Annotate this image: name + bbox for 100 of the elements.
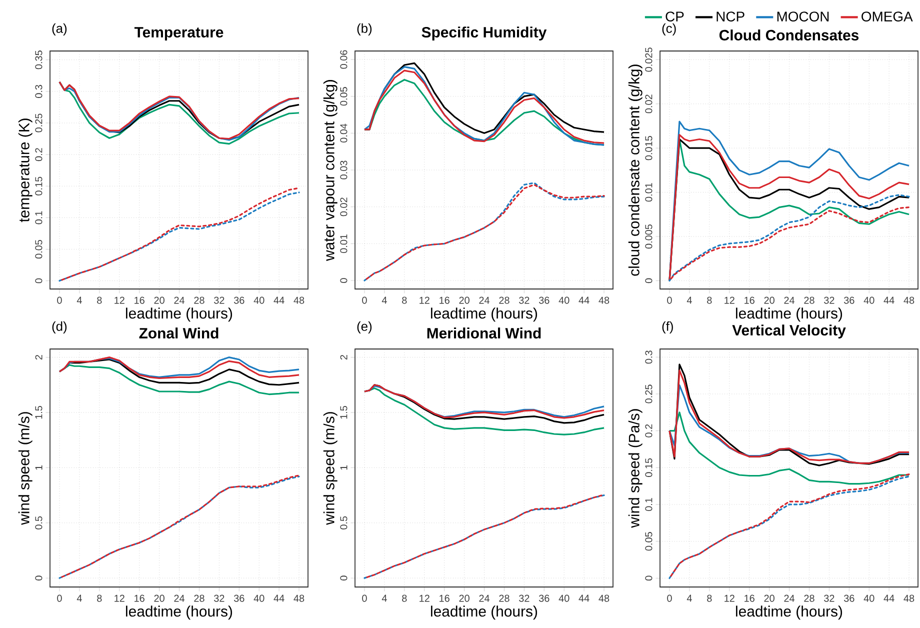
- y-tick-label: 1.5: [35, 406, 42, 419]
- x-tick-label: 24: [479, 296, 490, 304]
- y-tick-label: 0.02: [340, 198, 348, 216]
- chart-title: Cloud Condensates: [719, 30, 859, 40]
- x-tick-label: 8: [707, 296, 712, 304]
- x-tick-label: 8: [707, 594, 712, 602]
- x-tick-label: 0: [362, 296, 367, 304]
- x-tick-label: 24: [479, 594, 490, 602]
- chart-title: Meridional Wind: [427, 328, 541, 339]
- chart-title: Zonal Wind: [139, 328, 218, 339]
- x-tick-label: 24: [784, 594, 795, 602]
- x-tick-label: 32: [214, 594, 224, 602]
- x-tick-label: 20: [154, 296, 164, 304]
- y-tick-label: 0: [340, 278, 348, 283]
- x-tick-label: 28: [804, 296, 814, 304]
- y-tick-label: 0.15: [645, 458, 652, 477]
- x-tick-label: 4: [76, 594, 82, 602]
- x-tick-label: 24: [174, 296, 184, 304]
- y-axis-title: water vapour content (g/kg): [323, 80, 338, 261]
- legend-label: MOCON: [777, 12, 829, 22]
- text: (c): [662, 23, 676, 36]
- x-tick-label: 48: [904, 296, 914, 304]
- y-tick-label: 0.04: [340, 124, 348, 142]
- y-tick-label: 0.01: [645, 183, 652, 202]
- x-tick-label: 4: [686, 594, 692, 602]
- y-axis-title: temperature (K): [18, 118, 32, 222]
- x-tick-label: 4: [382, 296, 387, 304]
- x-tick-label: 40: [864, 296, 874, 304]
- x-tick-label: 28: [804, 594, 814, 602]
- y-tick-label: 0.025: [645, 48, 652, 72]
- y-tick-label: 0.35: [35, 50, 42, 70]
- y-tick-label: 0.3: [645, 350, 652, 364]
- legend-label: NCP: [716, 12, 744, 22]
- y-tick-label: 1.5: [340, 406, 348, 419]
- x-axis-title: leadtime (hours): [126, 606, 232, 620]
- x-tick-label: 44: [274, 296, 284, 304]
- x-tick-label: 44: [884, 296, 894, 304]
- x-tick-label: 12: [420, 296, 430, 304]
- x-tick-label: 32: [214, 296, 224, 304]
- x-tick-label: 40: [254, 296, 264, 304]
- y-axis-title: cloud condensate content (g/kg): [628, 64, 642, 276]
- x-tick-label: 36: [844, 594, 854, 602]
- y-axis-title: wind speed (Pa/s): [628, 409, 642, 528]
- chart-title: Vertical Velocity: [732, 324, 846, 338]
- x-tick-label: 32: [824, 296, 834, 304]
- chart-title: Temperature: [134, 27, 224, 40]
- x-tick-label: 4: [76, 296, 82, 304]
- x-tick-label: 4: [686, 296, 692, 304]
- x-tick-label: 20: [459, 296, 470, 304]
- text: (f): [662, 321, 673, 334]
- x-tick-label: 36: [234, 296, 244, 304]
- y-tick-label: 0.15: [35, 176, 42, 196]
- y-tick-label: 0.25: [35, 114, 42, 132]
- x-tick-label: 32: [824, 594, 834, 602]
- x-tick-label: 36: [234, 594, 244, 602]
- x-tick-label: 16: [744, 594, 754, 602]
- x-tick-label: 28: [194, 296, 204, 304]
- y-tick-label: 0.1: [645, 498, 652, 512]
- x-tick-label: 0: [57, 296, 62, 304]
- x-tick-label: 12: [114, 296, 124, 304]
- text: (e): [357, 321, 372, 334]
- chart-title: Specific Humidity: [422, 26, 547, 40]
- y-tick-label: 0.05: [340, 87, 348, 106]
- y-tick-label: 0.015: [645, 136, 652, 160]
- text: (b): [357, 23, 372, 36]
- x-tick-label: 8: [402, 594, 407, 602]
- x-tick-label: 20: [459, 594, 470, 602]
- x-tick-label: 44: [274, 594, 284, 602]
- x-tick-label: 20: [154, 594, 164, 602]
- y-tick-label: 1: [340, 465, 348, 470]
- y-tick-label: 0: [35, 576, 42, 580]
- text: (d): [52, 321, 67, 334]
- y-tick-label: 0: [340, 576, 348, 580]
- x-tick-label: 24: [784, 296, 795, 304]
- x-tick-label: 16: [134, 594, 144, 602]
- y-tick-label: 0: [645, 576, 652, 581]
- x-tick-label: 8: [97, 296, 102, 304]
- y-tick-label: 0.1: [35, 211, 42, 224]
- x-tick-label: 12: [724, 296, 734, 304]
- x-tick-label: 16: [744, 296, 754, 304]
- x-tick-label: 48: [598, 594, 610, 602]
- legend-label: CP: [666, 12, 684, 22]
- y-axis-title: wind speed (m/s): [323, 412, 338, 525]
- x-tick-label: 40: [558, 594, 570, 602]
- x-tick-label: 24: [174, 594, 184, 602]
- x-tick-label: 0: [57, 594, 62, 602]
- x-tick-label: 36: [538, 594, 550, 602]
- x-axis-title: leadtime (hours): [736, 606, 842, 620]
- x-tick-label: 12: [420, 594, 430, 602]
- x-tick-label: 44: [578, 296, 590, 304]
- x-tick-label: 12: [724, 594, 734, 602]
- x-axis-title: leadtime (hours): [431, 308, 538, 322]
- x-tick-label: 28: [499, 594, 510, 602]
- y-tick-label: 0.25: [645, 384, 652, 404]
- x-tick-label: 32: [519, 296, 530, 304]
- x-tick-label: 20: [764, 296, 774, 304]
- x-tick-label: 44: [884, 594, 894, 602]
- x-tick-label: 32: [519, 594, 530, 602]
- y-tick-label: 0.03: [340, 160, 348, 180]
- x-tick-label: 28: [194, 594, 204, 602]
